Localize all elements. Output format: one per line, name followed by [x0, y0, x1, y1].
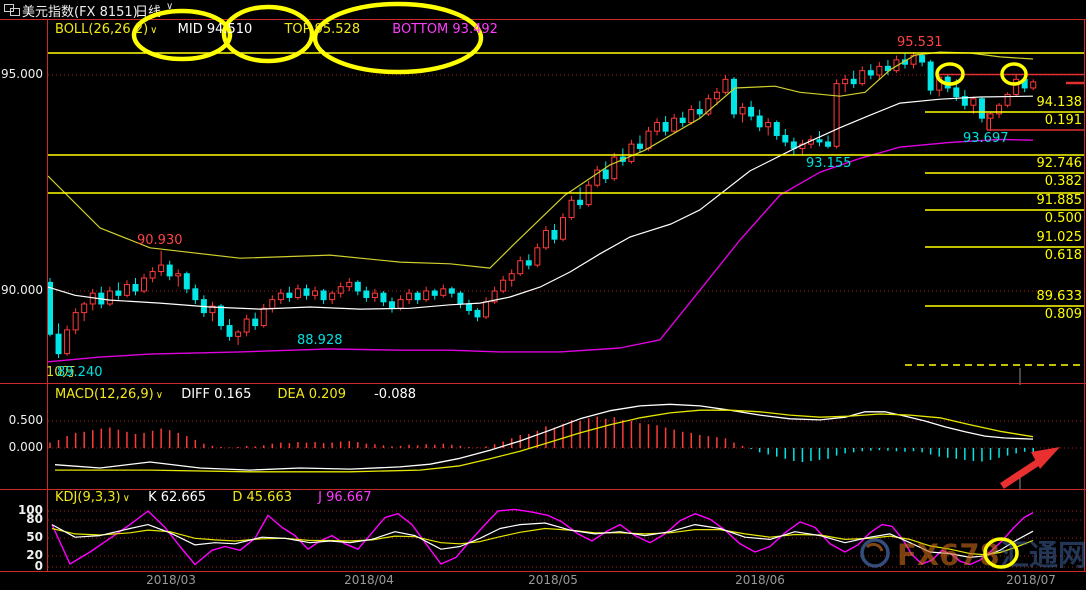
boll-label[interactable]: BOLL(26,26,2) [55, 22, 149, 37]
kdj-label[interactable]: KDJ(9,3,3) [55, 490, 121, 505]
watermark-logo: FX678 汇通网 [860, 538, 1086, 572]
fib-ratio-label: 0.500 [1044, 211, 1082, 226]
kdj-axis-tick: 20 [26, 548, 43, 562]
date-axis-tick: 2018/04 [344, 573, 394, 587]
highlight-circle [1000, 62, 1028, 86]
kdj-layer [51, 508, 1034, 566]
boll-top-value: TOP 95.528 [284, 22, 361, 37]
highlight-annotations-layer [131, 1, 1060, 569]
fib-ratio-label: 0.809 [1044, 307, 1082, 322]
kdj-j-value: J 96.667 [318, 490, 372, 505]
kdj-k-value: K 62.665 [148, 490, 207, 505]
macd-axis-tick: 0.500 [8, 413, 43, 427]
chevron-down-icon[interactable]: ∨ [150, 25, 158, 36]
fib-price-label: 91.885 [1036, 193, 1083, 208]
instrument-title: 美元指数(FX 8151) [22, 5, 138, 20]
fib-price-label: 89.633 [1036, 289, 1083, 304]
chevron-down-icon[interactable]: ∨ [122, 493, 130, 504]
candle-layer [47, 52, 1037, 358]
highlight-ellipse [312, 1, 484, 75]
fib-price-label: 92.746 [1036, 156, 1083, 171]
title-bar: 美元指数(FX 8151) 日线 ∨ [0, 0, 1086, 20]
macd-axis-tick: 0.000 [8, 440, 43, 454]
bollinger-bands-layer [47, 51, 1034, 363]
macd-indicator-row: MACD(12,26,9) ∨ DIFF 0.165 DEA 0.209 -0.0… [55, 387, 416, 404]
fib-price-label: 91.025 [1036, 230, 1083, 245]
macd-label[interactable]: MACD(12,26,9) [55, 387, 154, 402]
price-axis-tick: 95.000 [1, 67, 43, 81]
kdj-indicator-row: KDJ(9,3,3) ∨ K 62.665 D 45.663 J 96.667 [55, 490, 372, 507]
watermark-brand: FX678 [897, 538, 1000, 572]
highlight-circle [983, 537, 1019, 569]
macd-hist-value: -0.088 [374, 387, 417, 402]
overlay-lines-layer [48, 52, 1084, 489]
macd-layer [49, 403, 1034, 473]
highlight-circle [935, 62, 965, 86]
highlight-ellipse [221, 4, 315, 64]
price-annotation: 93.155 [806, 156, 852, 171]
fib-ratio-label: 0.382 [1044, 174, 1082, 189]
date-axis-tick: 2018/07 [1006, 573, 1056, 587]
arrow-up-icon [1031, 447, 1060, 469]
fib-ratio-label: 0.618 [1044, 248, 1082, 263]
date-axis-tick: 2018/06 [735, 573, 785, 587]
highlight-ellipse [131, 8, 233, 62]
price-annotation: 89.240 [57, 365, 103, 380]
kdj-axis-tick: 80 [26, 512, 43, 526]
kdj-axis-tick: 50 [26, 530, 43, 544]
price-annotation: 95.531 [897, 35, 943, 50]
chevron-down-icon[interactable]: ∨ [155, 390, 164, 401]
kdj-axis-tick: 0 [34, 559, 43, 573]
macd-diff-value: DIFF 0.165 [181, 387, 252, 402]
panel-border-layer [0, 19, 1086, 572]
price-annotation: 88.928 [297, 333, 343, 348]
price-annotation: 90.930 [137, 233, 183, 248]
macd-dea-value: DEA 0.209 [277, 387, 346, 402]
price-axis-tick: 90.000 [1, 283, 43, 297]
date-axis-tick: 2018/03 [146, 573, 196, 587]
boll-bottom-value: BOTTOM 93.492 [392, 22, 498, 37]
chevron-down-icon[interactable]: ∨ [166, 1, 174, 12]
fib-price-label: 94.138 [1036, 95, 1083, 110]
boll-indicator-row: BOLL(26,26,2) ∨ MID 94.510 TOP 95.528 BOT… [55, 22, 498, 39]
date-axis-tick: 2018/05 [528, 573, 578, 587]
kdj-d-value: D 45.663 [232, 490, 292, 505]
boll-mid-value: MID 94.510 [177, 22, 253, 37]
kdj-axis-tick: 100 [17, 503, 43, 517]
price-annotation: 93.697 [963, 131, 1009, 146]
fib-ratio-label: 0.191 [1044, 113, 1082, 128]
price-annotation: 10万 [46, 365, 76, 380]
